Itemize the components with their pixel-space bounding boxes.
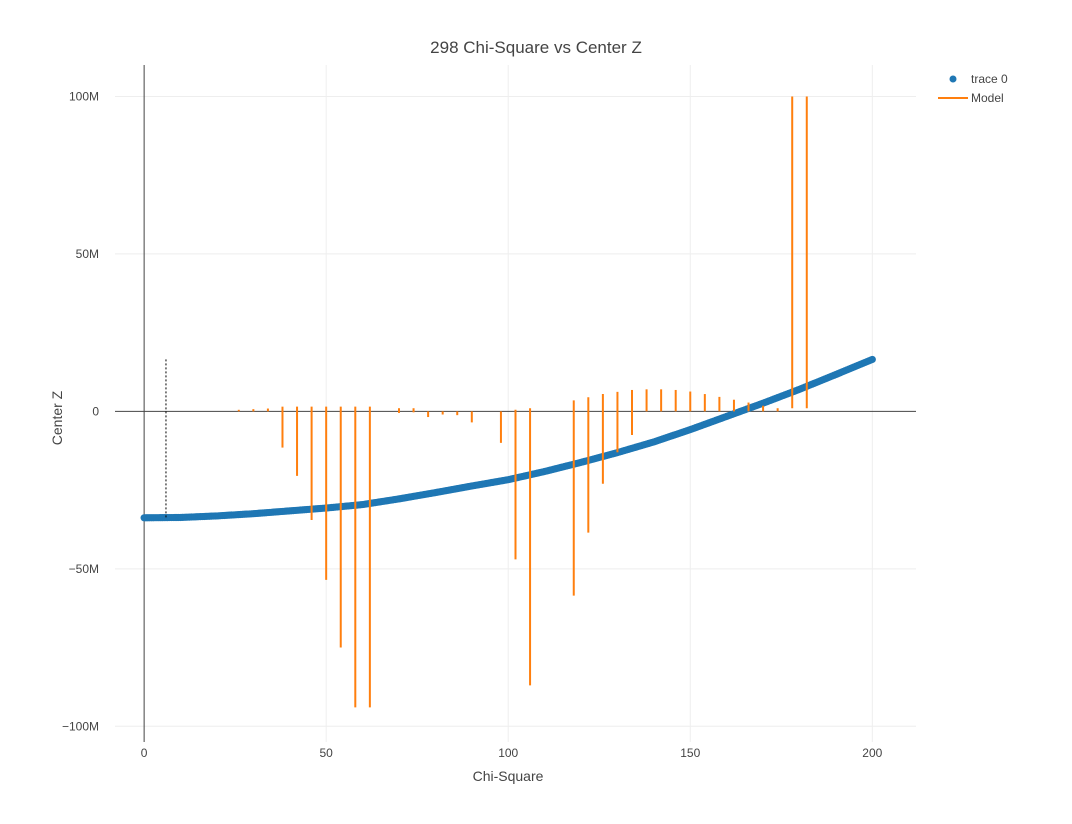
y-axis-ticks: −100M −50M 0 50M 100M xyxy=(62,89,99,733)
model-series xyxy=(237,96,808,708)
y-axis-title: Center Z xyxy=(49,390,65,445)
legend-marker-icon xyxy=(949,75,957,83)
x-tick-label: 50 xyxy=(319,746,333,760)
x-tick-label: 200 xyxy=(862,746,882,760)
legend[interactable]: trace 0 Model xyxy=(938,72,1008,105)
trace-0-point xyxy=(868,355,876,364)
y-tick-label: 50M xyxy=(76,247,99,261)
legend-label-trace-0: trace 0 xyxy=(971,72,1008,86)
x-axis-ticks: 0 50 100 150 200 xyxy=(141,746,883,760)
y-tick-label: −50M xyxy=(69,562,99,576)
zero-lines xyxy=(115,65,916,742)
y-tick-label: −100M xyxy=(62,719,99,733)
legend-label-model: Model xyxy=(971,91,1004,105)
gridlines xyxy=(115,65,916,742)
legend-item-trace-0[interactable]: trace 0 xyxy=(949,72,1009,86)
x-tick-label: 0 xyxy=(141,746,148,760)
x-axis-title: Chi-Square xyxy=(473,768,544,784)
x-tick-label: 150 xyxy=(680,746,700,760)
x-tick-label: 100 xyxy=(498,746,518,760)
y-tick-label: 100M xyxy=(69,89,99,103)
legend-item-model[interactable]: Model xyxy=(938,91,1004,105)
chart-title: 298 Chi-Square vs Center Z xyxy=(430,38,642,57)
y-tick-label: 0 xyxy=(92,404,99,418)
